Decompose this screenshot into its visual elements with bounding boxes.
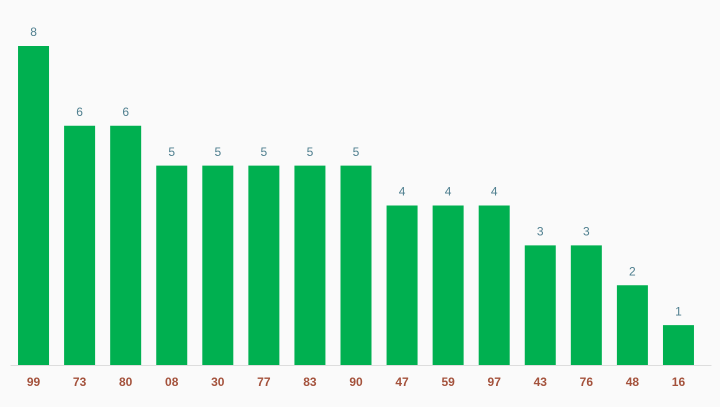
value-label: 5 <box>353 145 360 159</box>
bar <box>570 245 602 365</box>
x-tick-label: 77 <box>257 375 271 389</box>
bar <box>478 205 510 365</box>
x-tick-label: 76 <box>580 375 594 389</box>
bar <box>432 205 464 365</box>
bar <box>386 205 418 365</box>
value-label: 4 <box>399 185 406 199</box>
x-tick-label: 43 <box>534 375 548 389</box>
value-label: 5 <box>307 145 314 159</box>
bar <box>156 165 188 365</box>
bar <box>662 325 694 365</box>
bar <box>64 125 96 365</box>
bar <box>18 46 50 365</box>
x-tick-label: 80 <box>119 375 133 389</box>
bar <box>110 125 142 365</box>
value-label: 4 <box>491 185 498 199</box>
value-label: 3 <box>583 225 590 239</box>
value-label: 1 <box>675 304 682 318</box>
value-label: 8 <box>30 25 37 39</box>
x-tick-label: 48 <box>626 375 640 389</box>
value-label: 3 <box>537 225 544 239</box>
bar <box>248 165 280 365</box>
x-tick-label: 83 <box>303 375 317 389</box>
x-tick-label: 47 <box>395 375 409 389</box>
x-tick-label: 73 <box>73 375 87 389</box>
value-label: 6 <box>122 105 129 119</box>
x-tick-label: 30 <box>211 375 225 389</box>
bar <box>202 165 234 365</box>
x-tick-label: 59 <box>441 375 455 389</box>
x-tick-label: 08 <box>165 375 179 389</box>
bar <box>616 285 648 365</box>
bar <box>294 165 326 365</box>
value-label: 6 <box>76 105 83 119</box>
bar <box>340 165 372 365</box>
bar <box>524 245 556 365</box>
value-label: 2 <box>629 264 636 278</box>
value-label: 4 <box>445 185 452 199</box>
value-label: 5 <box>214 145 221 159</box>
x-tick-label: 97 <box>488 375 502 389</box>
value-label: 5 <box>168 145 175 159</box>
x-tick-label: 90 <box>349 375 363 389</box>
x-tick-label: 99 <box>27 375 41 389</box>
x-tick-label: 16 <box>672 375 686 389</box>
value-label: 5 <box>261 145 268 159</box>
